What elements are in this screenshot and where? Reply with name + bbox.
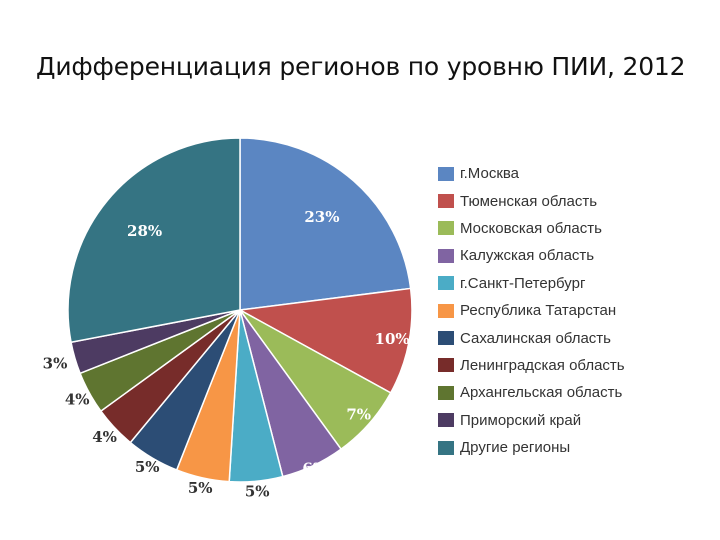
legend-label: Приморский край	[460, 411, 582, 429]
legend-item: Московская область	[438, 215, 625, 242]
legend-label: Ленинградская область	[460, 356, 625, 374]
legend-swatch	[438, 331, 454, 346]
legend-item: Республика Татарстан	[438, 297, 625, 324]
slice-label-1: 23%	[304, 208, 339, 226]
pie-slice-11	[67, 137, 241, 344]
legend-swatch	[438, 440, 454, 455]
pie-labels: 23% 10% 7% 6% 5% 5% 5% 4% 4% 3% 28%	[43, 208, 410, 500]
legend-label: Московская область	[460, 219, 602, 237]
legend-label: Республика Татарстан	[460, 302, 617, 320]
chart-legend: г.Москва Тюменская область Московская обла…	[438, 160, 625, 461]
legend-label: Архангельская область	[460, 384, 623, 402]
legend-swatch	[438, 413, 454, 428]
legend-item: Приморский край	[438, 407, 625, 434]
legend-label: г.Москва	[460, 165, 520, 183]
legend-swatch	[438, 194, 454, 209]
legend-item: г.Москва	[438, 160, 625, 187]
slice-label-2: 10%	[375, 330, 410, 348]
slice-label-3: 7%	[346, 406, 371, 424]
legend-item: г.Санкт-Петербург	[438, 270, 625, 297]
legend-label: Тюменская область	[460, 192, 598, 210]
slice-label-5: 5%	[245, 483, 270, 501]
slice-label-4: 6%	[302, 460, 327, 478]
legend-swatch	[438, 303, 454, 318]
pie-slice-2	[237, 287, 413, 394]
legend-item: Другие регионы	[438, 434, 625, 461]
legend-item: Сахалинская область	[438, 324, 625, 351]
legend-label: г.Санкт-Петербург	[460, 274, 586, 292]
legend-item: Калужская область	[438, 242, 625, 269]
legend-label: Калужская область	[460, 247, 595, 265]
legend-label: Другие регионы	[460, 439, 571, 457]
legend-label: Сахалинская область	[460, 329, 611, 347]
slice-label-9: 4%	[65, 391, 90, 409]
legend-item: Тюменская область	[438, 187, 625, 214]
pie-slices	[67, 137, 413, 483]
slice-label-10: 3%	[43, 355, 68, 373]
legend-item: Архангельская область	[438, 379, 625, 406]
legend-item: Ленинградская область	[438, 352, 625, 379]
legend-swatch	[438, 166, 454, 181]
legend-swatch	[438, 385, 454, 400]
slice-label-6: 5%	[188, 479, 213, 497]
legend-swatch	[438, 221, 454, 236]
pie-slice-1	[239, 137, 412, 311]
legend-swatch	[438, 248, 454, 263]
slice-label-7: 5%	[135, 458, 160, 476]
legend-swatch	[438, 276, 454, 291]
slice-label-11: 28%	[127, 222, 162, 240]
chart-title: Дифференциация регионов по уровню ПИИ, 2…	[36, 52, 686, 81]
slice-label-8: 4%	[92, 428, 117, 446]
legend-swatch	[438, 358, 454, 373]
